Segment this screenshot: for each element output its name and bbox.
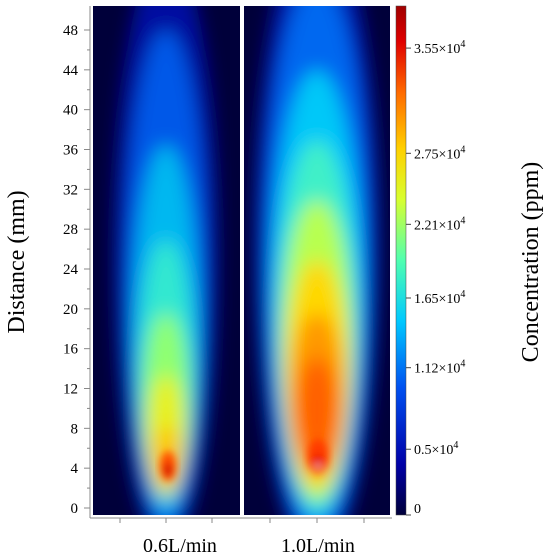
plume-image-0-6 — [93, 6, 240, 515]
colorbar-ticks: 0 0.5×104 1.12×104 1.65×104 2.21×104 2.75×104… — [406, 39, 465, 517]
colorbar-tick-label: 2.21×104 — [414, 215, 465, 233]
y-tick-label: 12 — [63, 382, 78, 398]
colorbar-tick-label: 0 — [414, 502, 421, 517]
y-tick-label: 16 — [63, 342, 79, 358]
y-tick-marks — [84, 29, 90, 509]
colorbar-tick-label: 0.5×104 — [414, 440, 458, 458]
y-tick-label: 0 — [71, 501, 79, 517]
y-tick-label: 4 — [71, 461, 79, 477]
colorbar-tick-label: 1.65×104 — [414, 289, 465, 307]
colorbar-tick-label: 3.55×104 — [414, 39, 465, 57]
y-tick-label: 48 — [63, 23, 78, 39]
panel-label-1-0: 1.0L/min — [281, 535, 355, 557]
colorbar-tick-label: 2.75×104 — [414, 144, 465, 162]
y-tick-label: 28 — [63, 222, 78, 238]
y-tick-label: 32 — [63, 182, 78, 198]
colorbar — [395, 5, 407, 516]
y-axis-title: Distance (mm) — [4, 190, 30, 333]
plume-image-1-0 — [244, 6, 390, 515]
y-tick-label: 24 — [63, 262, 79, 278]
y-tick-label: 44 — [63, 63, 79, 79]
y-tick-label: 36 — [63, 143, 79, 159]
y-tick-label: 8 — [71, 421, 79, 437]
axes-frame — [89, 6, 392, 519]
colorbar-title: Concentration (ppm) — [518, 162, 544, 363]
panel-label-0-6: 0.6L/min — [143, 535, 217, 557]
x-tick-marks — [119, 518, 365, 523]
y-tick-label: 40 — [63, 103, 78, 119]
panel-separator — [240, 6, 244, 515]
colorbar-tick-label: 1.12×104 — [414, 359, 465, 377]
y-tick-label: 20 — [63, 302, 78, 318]
